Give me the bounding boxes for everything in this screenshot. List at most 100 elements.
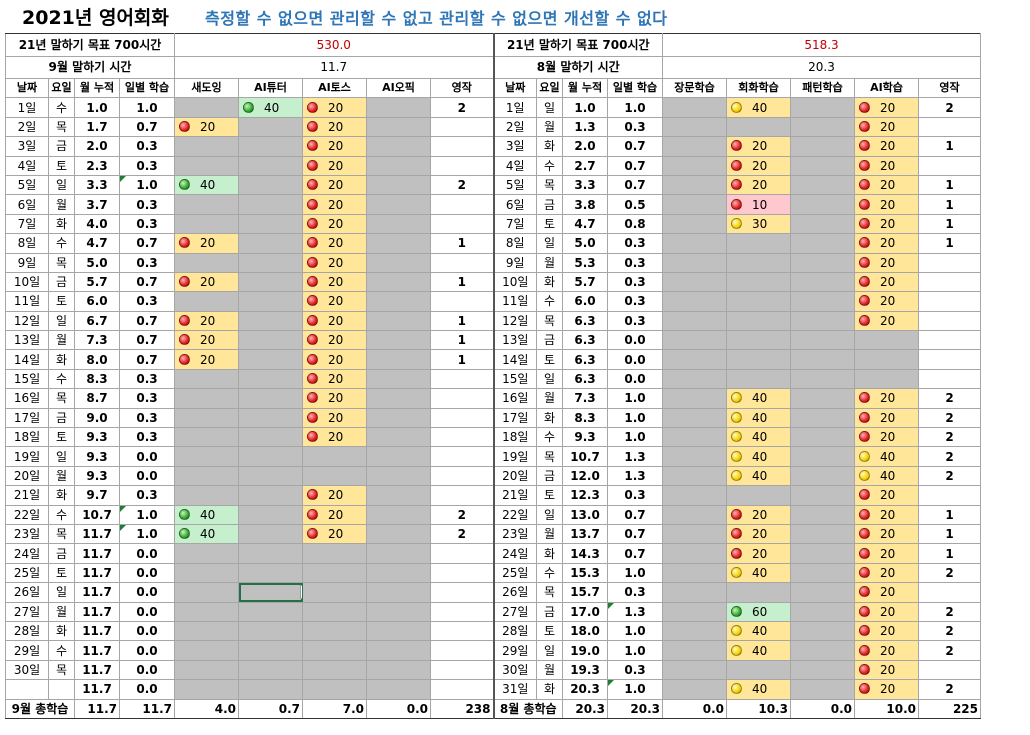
study-activity-cell[interactable] xyxy=(790,349,855,370)
weekday-cell[interactable]: 화 xyxy=(536,407,563,429)
study-activity-cell[interactable] xyxy=(366,330,431,351)
left-goal-value[interactable]: 530.0 xyxy=(174,33,494,57)
weekday-cell[interactable]: 수 xyxy=(48,640,75,661)
weekday-cell[interactable]: 토 xyxy=(536,213,563,235)
study-activity-cell[interactable]: 20 xyxy=(302,252,367,273)
date-cell[interactable]: 21일 xyxy=(492,485,537,506)
right-month-value[interactable]: 20.3 xyxy=(662,55,981,79)
study-activity-cell[interactable] xyxy=(790,233,855,254)
monthly-total-cell[interactable]: 2.7 xyxy=(562,155,608,176)
study-activity-cell[interactable] xyxy=(662,407,727,429)
monthly-total-cell[interactable]: 1.0 xyxy=(562,97,608,118)
study-activity-cell[interactable]: 20 xyxy=(854,271,919,293)
date-cell[interactable]: 14일 xyxy=(5,349,49,370)
weekday-cell[interactable]: 일 xyxy=(48,310,75,332)
daily-hours-cell[interactable]: 0.7 xyxy=(119,310,175,332)
writing-count-cell[interactable]: 1 xyxy=(430,349,494,370)
date-cell[interactable]: 17일 xyxy=(5,407,49,429)
study-activity-cell[interactable] xyxy=(662,368,727,390)
study-activity-cell[interactable]: 20 xyxy=(726,155,791,176)
study-activity-cell[interactable] xyxy=(174,213,239,235)
dropdown-arrow-icon[interactable]: ▼ xyxy=(300,585,302,600)
study-activity-cell[interactable] xyxy=(726,368,791,390)
monthly-total-cell[interactable]: 12.0 xyxy=(562,465,608,487)
writing-count-cell[interactable] xyxy=(918,155,981,176)
study-activity-cell[interactable] xyxy=(366,504,431,525)
study-activity-cell[interactable] xyxy=(238,659,303,681)
weekday-cell[interactable]: 화 xyxy=(536,679,563,700)
study-activity-cell[interactable] xyxy=(662,349,727,370)
writing-count-cell[interactable] xyxy=(430,407,494,429)
writing-count-cell[interactable] xyxy=(430,388,494,409)
weekday-cell[interactable]: 화 xyxy=(48,213,75,235)
study-activity-cell[interactable] xyxy=(174,446,239,467)
date-cell[interactable]: 16일 xyxy=(5,388,49,409)
study-activity-cell[interactable] xyxy=(366,582,431,603)
monthly-total-cell[interactable]: 9.3 xyxy=(562,427,608,448)
study-activity-cell[interactable] xyxy=(174,582,239,603)
column-header[interactable]: 날짜 xyxy=(492,77,537,99)
study-activity-cell[interactable] xyxy=(302,582,367,603)
study-activity-cell[interactable] xyxy=(854,330,919,351)
column-header[interactable]: 요일 xyxy=(48,77,75,99)
monthly-total-cell[interactable]: 8.7 xyxy=(74,388,120,409)
daily-hours-cell[interactable]: 0.7 xyxy=(119,233,175,254)
writing-count-cell[interactable]: 2 xyxy=(430,504,494,525)
total-value-cell[interactable]: 238 xyxy=(430,698,494,719)
study-activity-cell[interactable] xyxy=(854,368,919,390)
study-activity-cell[interactable] xyxy=(790,368,855,390)
study-activity-cell[interactable] xyxy=(662,601,727,622)
daily-hours-cell[interactable]: 0.0 xyxy=(607,349,663,370)
study-activity-cell[interactable] xyxy=(366,620,431,642)
writing-count-cell[interactable]: 2 xyxy=(918,446,981,467)
study-activity-cell[interactable] xyxy=(366,465,431,487)
writing-count-cell[interactable] xyxy=(918,582,981,603)
study-activity-cell[interactable] xyxy=(366,97,431,118)
monthly-total-cell[interactable]: 8.0 xyxy=(74,349,120,370)
study-activity-cell[interactable]: 20 xyxy=(854,174,919,196)
date-cell[interactable]: 20일 xyxy=(5,465,49,487)
study-activity-cell[interactable] xyxy=(726,330,791,351)
study-activity-cell[interactable]: 40 xyxy=(726,640,791,661)
monthly-total-cell[interactable]: 6.0 xyxy=(74,291,120,312)
study-activity-cell[interactable] xyxy=(662,620,727,642)
weekday-cell[interactable]: 금 xyxy=(536,330,563,351)
daily-hours-cell[interactable]: 1.0 xyxy=(607,640,663,661)
study-activity-cell[interactable] xyxy=(174,194,239,215)
daily-hours-cell[interactable]: 0.8 xyxy=(607,213,663,235)
daily-hours-cell[interactable]: 0.3 xyxy=(119,427,175,448)
date-cell[interactable]: 26일 xyxy=(5,582,49,603)
study-activity-cell[interactable] xyxy=(174,543,239,564)
weekday-cell[interactable]: 목 xyxy=(536,310,563,332)
weekday-cell[interactable]: 목 xyxy=(536,174,563,196)
date-cell[interactable]: 8일 xyxy=(5,233,49,254)
study-activity-cell[interactable] xyxy=(726,291,791,312)
daily-hours-cell[interactable]: 0.0 xyxy=(119,582,175,603)
study-activity-cell[interactable] xyxy=(662,679,727,700)
study-activity-cell[interactable]: 40 xyxy=(174,174,239,196)
study-activity-cell[interactable] xyxy=(662,271,727,293)
weekday-cell[interactable]: 월 xyxy=(48,194,75,215)
study-activity-cell[interactable] xyxy=(726,659,791,681)
writing-count-cell[interactable]: 1 xyxy=(918,136,981,157)
study-activity-cell[interactable] xyxy=(302,679,367,700)
writing-count-cell[interactable] xyxy=(430,213,494,235)
daily-hours-cell[interactable]: 0.3 xyxy=(607,659,663,681)
writing-count-cell[interactable]: 1 xyxy=(918,233,981,254)
column-header[interactable]: 회화학습 xyxy=(726,77,791,99)
weekday-cell[interactable]: 월 xyxy=(48,601,75,622)
daily-hours-cell[interactable]: 1.0 xyxy=(607,562,663,584)
study-activity-cell[interactable] xyxy=(174,620,239,642)
study-activity-cell[interactable]: 20 xyxy=(854,252,919,273)
weekday-cell[interactable]: 수 xyxy=(48,233,75,254)
date-cell[interactable]: 1일 xyxy=(5,97,49,118)
monthly-total-cell[interactable]: 11.7 xyxy=(74,562,120,584)
study-activity-cell[interactable]: 40 xyxy=(854,465,919,487)
daily-hours-cell[interactable]: 0.0 xyxy=(607,330,663,351)
study-activity-cell[interactable]: 20 xyxy=(302,116,367,138)
daily-hours-cell[interactable]: 1.3 xyxy=(607,601,663,622)
study-activity-cell[interactable]: 20 xyxy=(854,407,919,429)
date-cell[interactable]: 6일 xyxy=(492,194,537,215)
writing-count-cell[interactable]: 2 xyxy=(430,174,494,196)
date-cell[interactable]: 10일 xyxy=(5,271,49,293)
